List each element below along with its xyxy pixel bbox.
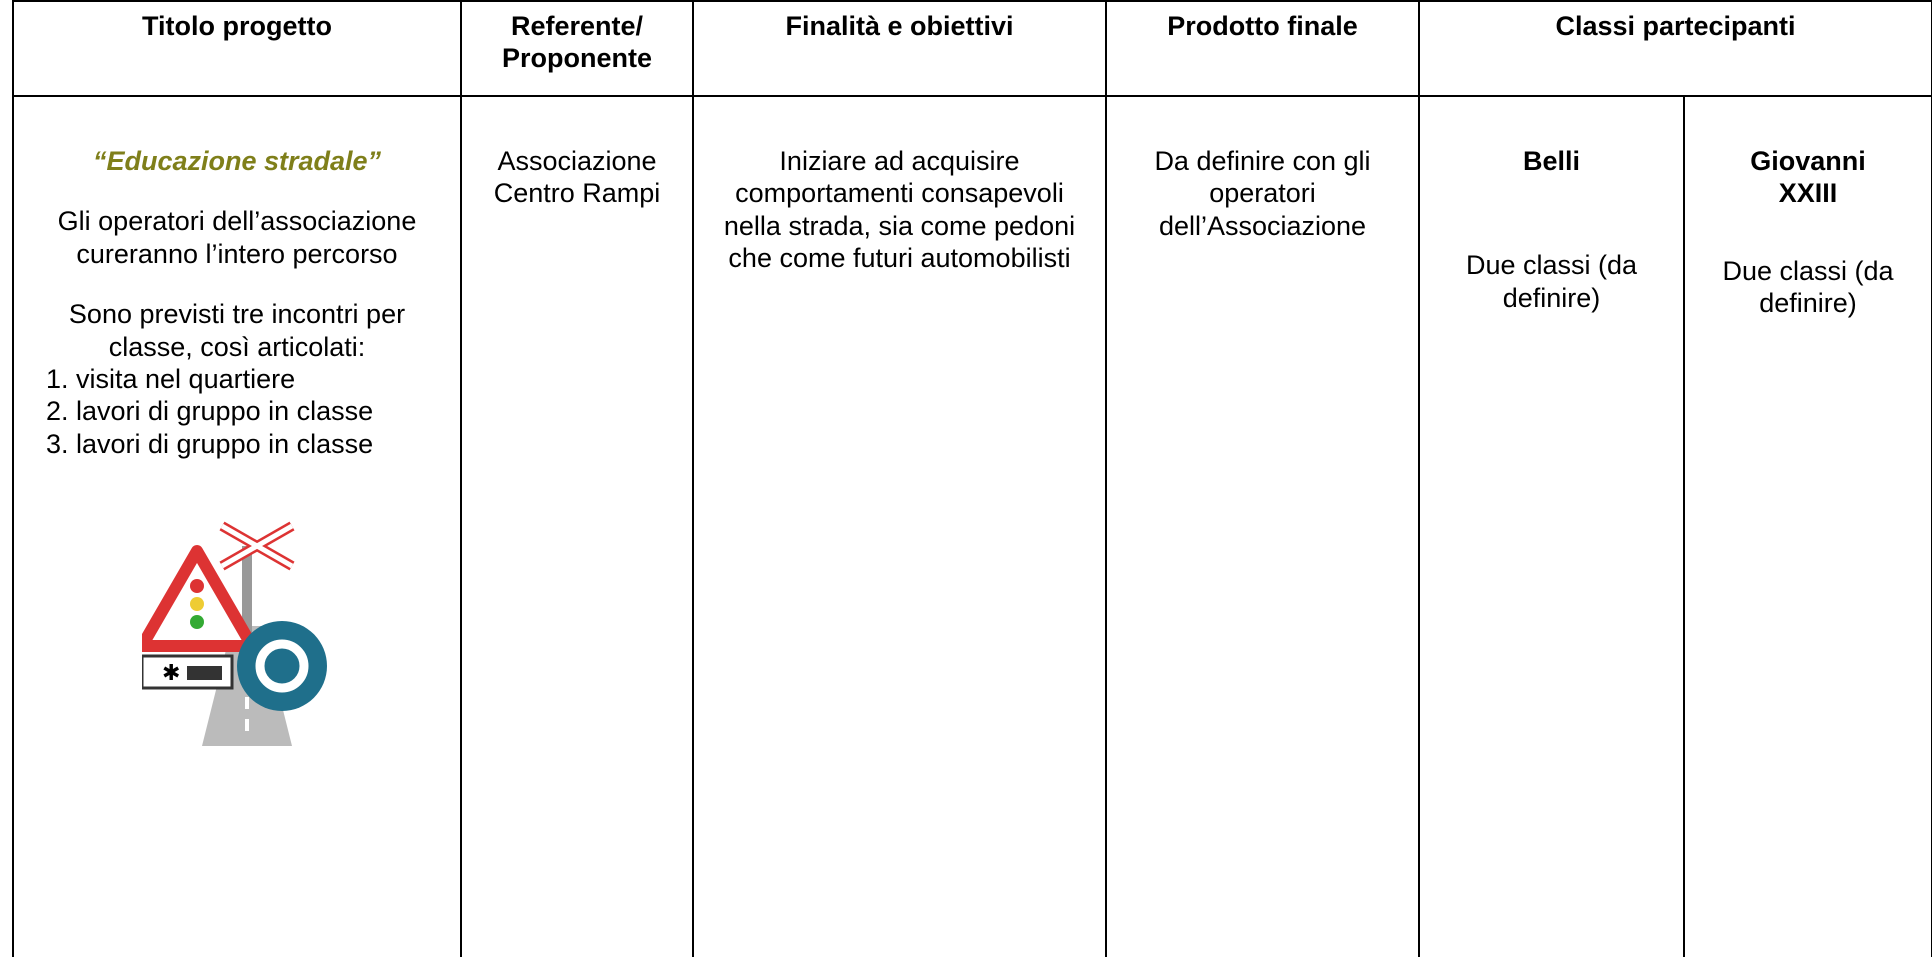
school-cell: Giovanni XXIII Due classi (da definire) xyxy=(1683,95,1932,957)
svg-text:✱: ✱ xyxy=(162,661,180,686)
school-name: Giovanni XXIII xyxy=(1750,146,1866,209)
plan: Sono previsti tre incontri per classe, c… xyxy=(68,299,406,362)
step: visita nel quartiere xyxy=(76,363,450,395)
finalita-cell: Iniziare ad acquisire comportamenti cons… xyxy=(692,95,1107,957)
finalita: Iniziare ad acquisire comportamenti cons… xyxy=(723,146,1076,274)
referente-cell: Associazione Centro Rampi xyxy=(460,95,694,957)
steps: visita nel quartiere lavori di gruppo in… xyxy=(24,363,450,460)
header-row: Titolo progetto Referente/ Proponente Fi… xyxy=(12,0,1932,97)
body-row: “Educazione stradale” Gli operatori dell… xyxy=(12,95,1932,957)
header-cell: Referente/ Proponente xyxy=(460,0,694,97)
referente: Associazione Centro Rampi xyxy=(493,146,661,209)
title-cell: “Educazione stradale” Gli operatori dell… xyxy=(12,95,462,957)
page: Titolo progetto Referente/ Proponente Fi… xyxy=(0,0,1932,905)
header-cell: Titolo progetto xyxy=(12,0,462,97)
school-classes: Due classi (da definire) xyxy=(1465,250,1638,313)
school-name: Belli xyxy=(1522,146,1581,176)
intro: Gli operatori dell’associazione curerann… xyxy=(57,206,417,269)
step: lavori di gruppo in classe xyxy=(76,428,450,460)
project-title: “Educazione stradale” xyxy=(92,146,382,176)
prodotto: Da definire con gli operatori dell’Assoc… xyxy=(1154,146,1371,241)
school-cell: Belli Due classi (da definire) xyxy=(1418,95,1685,957)
header-cell: Finalità e obiettivi xyxy=(692,0,1107,97)
header-cell: Prodotto finale xyxy=(1105,0,1420,97)
step: lavori di gruppo in classe xyxy=(76,395,450,427)
header-cell: Classi partecipanti xyxy=(1418,0,1932,97)
school-classes: Due classi (da definire) xyxy=(1722,255,1894,319)
prodotto-cell: Da definire con gli operatori dell’Assoc… xyxy=(1105,95,1420,957)
road-signs-icon: ✱ xyxy=(142,521,327,747)
projects-table: Titolo progetto Referente/ Proponente Fi… xyxy=(12,0,1932,957)
